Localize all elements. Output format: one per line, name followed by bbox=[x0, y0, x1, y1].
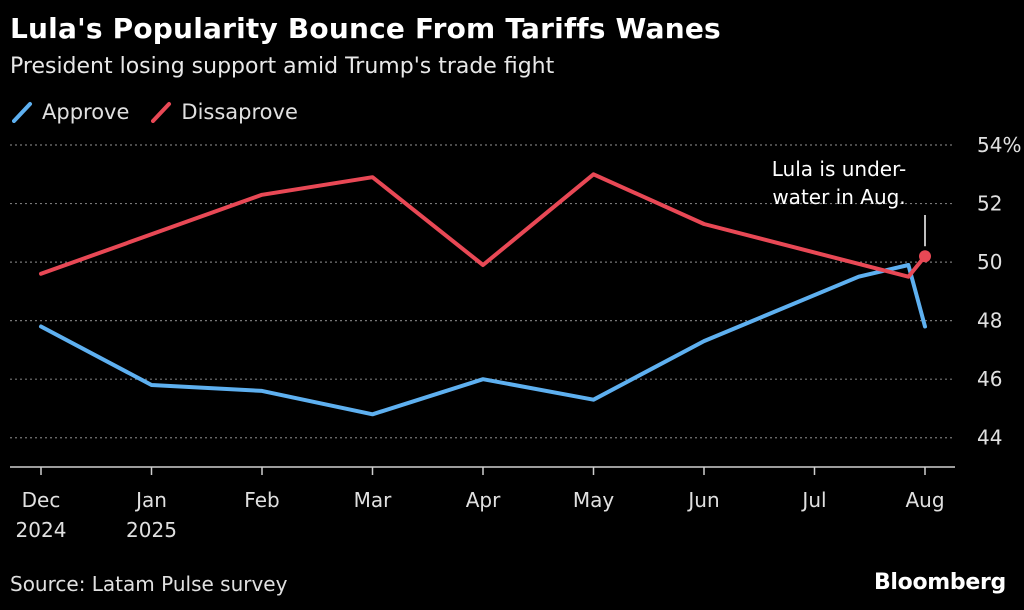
x-tick-label-year: 2024 bbox=[16, 518, 67, 542]
y-tick-label: 46 bbox=[977, 367, 1002, 391]
x-tick-label-year: 2025 bbox=[126, 518, 177, 542]
series-approve bbox=[39, 263, 927, 417]
x-tick-label: Mar bbox=[354, 488, 393, 512]
legend-item-approve: Approve bbox=[12, 100, 129, 124]
chart-title: Lula's Popularity Bounce From Tariffs Wa… bbox=[10, 12, 721, 45]
y-tick-label: 54% bbox=[977, 133, 1021, 157]
bloomberg-logo: Bloomberg bbox=[873, 570, 1006, 595]
y-tick-label: 44 bbox=[977, 426, 1002, 450]
x-tick-label: Jun bbox=[686, 488, 719, 512]
x-tick-label: Feb bbox=[244, 488, 279, 512]
x-tick-label: Jul bbox=[800, 488, 826, 512]
series-line-dissaprove bbox=[39, 172, 927, 279]
y-tick-label: 50 bbox=[977, 250, 1002, 274]
x-tick-label: Apr bbox=[466, 488, 501, 512]
x-tick-label: Jan bbox=[134, 488, 167, 512]
x-tick-label: Aug bbox=[905, 488, 944, 512]
annotation-text: water in Aug. bbox=[772, 185, 905, 209]
y-tick-label: 52 bbox=[977, 192, 1002, 216]
legend: Approve Dissaprove bbox=[12, 100, 320, 124]
legend-label-dissaprove: Dissaprove bbox=[181, 100, 298, 124]
annotation-text: Lula is under- bbox=[772, 157, 906, 181]
x-tick-label: Dec bbox=[22, 488, 61, 512]
legend-swatch-dissaprove bbox=[151, 102, 172, 123]
legend-label-approve: Approve bbox=[42, 100, 130, 124]
legend-item-dissaprove: Dissaprove bbox=[151, 100, 298, 124]
y-tick-label: 48 bbox=[977, 309, 1002, 333]
legend-swatch-approve bbox=[12, 102, 32, 123]
annotated-point bbox=[919, 250, 931, 263]
chart-subtitle: President losing support amid Trump's tr… bbox=[10, 54, 555, 79]
series-line-approve bbox=[39, 263, 927, 417]
x-tick-label: May bbox=[573, 488, 615, 512]
source-note: Source: Latam Pulse survey bbox=[10, 572, 288, 596]
